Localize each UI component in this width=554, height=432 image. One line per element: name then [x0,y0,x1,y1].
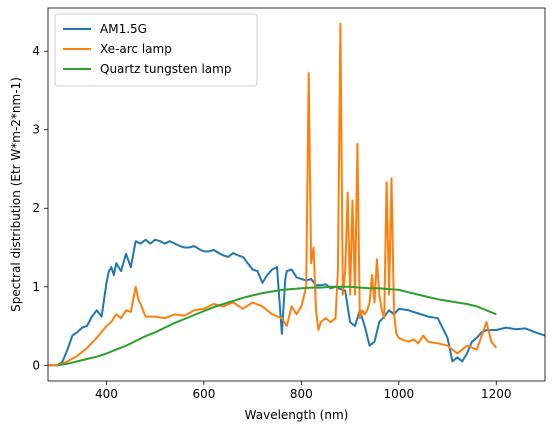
y-axis: 0 1 2 3 4 [32,44,48,372]
y-tick-label: 1 [32,280,40,294]
y-tick-label: 2 [32,201,40,215]
x-tick-label: 1000 [384,387,415,401]
legend-label-1: Xe-arc lamp [100,42,172,56]
plot-area [48,22,545,367]
legend: AM1.5G Xe-arc lamp Quartz tungsten lamp [54,13,258,87]
y-axis-label: Spectral distribution (Etr W*m-2*nm-1) [9,77,23,312]
legend-label-0: AM1.5G [100,22,147,36]
legend-box [54,13,258,87]
x-axis: 400 600 800 1000 1200 [95,381,512,401]
series-line-2 [57,285,497,367]
x-axis-label: Wavelength (nm) [245,408,349,422]
y-tick-label: 0 [32,358,40,372]
legend-label-2: Quartz tungsten lamp [100,62,231,76]
x-tick-label: 600 [192,387,215,401]
x-tick-label: 1200 [481,387,512,401]
y-tick-label: 3 [32,123,40,137]
y-tick-label: 4 [32,44,40,58]
x-tick-label: 400 [95,387,118,401]
series-line-1 [48,22,498,367]
series-line-0 [48,238,545,367]
x-tick-label: 800 [290,387,313,401]
axes-frame [47,7,546,382]
